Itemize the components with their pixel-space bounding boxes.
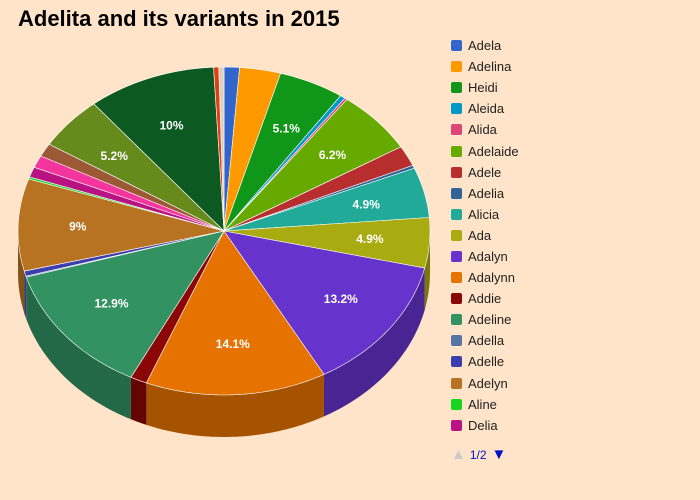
legend-swatch bbox=[451, 250, 462, 262]
pie-slice-adalynn[interactable] bbox=[145, 230, 325, 396]
legend-swatch bbox=[451, 166, 462, 178]
legend-item-adalyn[interactable]: Adalyn bbox=[451, 246, 691, 267]
legend-label: Adele bbox=[468, 164, 502, 180]
legend-item-alida[interactable]: Alida bbox=[451, 119, 691, 140]
legend-swatch bbox=[451, 398, 462, 410]
legend-item-adeline[interactable]: Adeline bbox=[451, 309, 691, 330]
down-triangle-icon[interactable]: ▼ bbox=[491, 446, 507, 463]
up-triangle-icon[interactable]: ▲ bbox=[451, 446, 466, 463]
pie-slice-heidi[interactable] bbox=[223, 72, 342, 232]
pie-slice-adelaide[interactable] bbox=[223, 99, 402, 232]
pie-side-adelle bbox=[24, 271, 26, 319]
legend-label: Alida bbox=[468, 122, 497, 138]
pie-slice-adele[interactable] bbox=[223, 146, 414, 232]
legend-item-adelyn[interactable]: Adelyn bbox=[451, 373, 691, 394]
legend-label: Adelle bbox=[468, 354, 505, 370]
slice-label-adalyn: 13.2% bbox=[324, 292, 358, 306]
legend-swatch bbox=[451, 229, 462, 241]
pie-side-adalynn bbox=[146, 374, 324, 437]
legend-item-ada[interactable]: Ada bbox=[451, 225, 691, 246]
slice-label-adeline: 12.9% bbox=[94, 296, 128, 310]
pie-slice-adelyn[interactable] bbox=[17, 178, 225, 272]
legend-label: Adeline bbox=[468, 312, 512, 328]
legend-swatch bbox=[451, 82, 462, 94]
legend-label: Adelyn bbox=[468, 375, 508, 391]
slice-label-heidi: 5.1% bbox=[273, 122, 301, 136]
slice-label-adalynn: 14.1% bbox=[216, 337, 250, 351]
legend-item-adelia[interactable]: Adelia bbox=[451, 183, 691, 204]
legend-label: Adelaide bbox=[468, 143, 519, 159]
legend-label: Aleida bbox=[468, 101, 505, 117]
slice-label-other-4: 10% bbox=[159, 118, 183, 132]
legend-item-adelaide[interactable]: Adelaide bbox=[451, 140, 691, 161]
legend-label: Adelia bbox=[468, 185, 505, 201]
legend-label: Adelina bbox=[468, 59, 512, 75]
pie-slice-adeline[interactable] bbox=[25, 230, 225, 378]
slice-label-ada: 4.9% bbox=[356, 232, 384, 246]
legend-swatch bbox=[451, 335, 462, 347]
legend-swatch bbox=[451, 124, 462, 136]
legend-item-adella[interactable]: Adella bbox=[451, 330, 691, 351]
slice-label-adelaide: 6.2% bbox=[319, 148, 347, 162]
chart-title: Adelita and its variants in 2015 bbox=[18, 6, 340, 31]
legend-label: Adella bbox=[468, 333, 505, 349]
slice-label-other-3: 5.2% bbox=[101, 149, 129, 163]
pie-side-walls bbox=[18, 231, 430, 437]
legend-item-addie[interactable]: Addie bbox=[451, 288, 691, 309]
legend-item-alicia[interactable]: Alicia bbox=[451, 204, 691, 225]
legend-swatch bbox=[451, 187, 462, 199]
pie-side-adalyn bbox=[323, 268, 425, 417]
legend-label: Delia bbox=[468, 417, 498, 433]
legend-item-adele[interactable]: Adele bbox=[451, 162, 691, 183]
legend-item-adela[interactable]: Adela bbox=[451, 35, 691, 56]
legend-swatch bbox=[451, 103, 462, 115]
legend-label: Ada bbox=[468, 227, 492, 243]
pie-slice-other-6[interactable] bbox=[218, 66, 225, 232]
legend-swatch bbox=[451, 293, 462, 305]
legend-swatch bbox=[451, 419, 462, 431]
legend-swatch bbox=[451, 40, 462, 52]
pie-side-adeline bbox=[26, 277, 131, 420]
legend-item-adelle[interactable]: Adelle bbox=[451, 351, 691, 372]
legend-item-aline[interactable]: Aline bbox=[451, 394, 691, 415]
legend-item-delia[interactable]: Delia bbox=[451, 415, 691, 436]
legend-label: Addie bbox=[468, 291, 502, 307]
pie-slice-alicia[interactable] bbox=[223, 167, 430, 232]
legend-swatch bbox=[451, 145, 462, 157]
legend: Adela Adelina Heidi Aleida Alida Adelaide Adel… bbox=[451, 35, 691, 436]
legend-label: Adalynn bbox=[468, 270, 515, 286]
pie-slice-adelina[interactable] bbox=[223, 67, 282, 232]
slice-label-adelyn: 9% bbox=[69, 220, 87, 234]
pie-side-addie bbox=[130, 377, 147, 425]
legend-swatch bbox=[451, 272, 462, 284]
legend-pager: ▲ 1/2 ▼ bbox=[451, 447, 506, 462]
pie-slice-other-4[interactable] bbox=[93, 66, 225, 232]
legend-item-adelina[interactable]: Adelina bbox=[451, 56, 691, 77]
legend-swatch bbox=[451, 208, 462, 220]
pie-slices bbox=[17, 66, 431, 396]
legend-item-aleida[interactable]: Aleida bbox=[451, 98, 691, 119]
slice-label-alicia: 4.9% bbox=[353, 197, 381, 211]
legend-item-adalynn[interactable]: Adalynn bbox=[451, 267, 691, 288]
legend-swatch bbox=[451, 61, 462, 73]
legend-label: Alicia bbox=[468, 206, 500, 222]
legend-item-heidi[interactable]: Heidi bbox=[451, 77, 691, 98]
legend-label: Aline bbox=[468, 396, 497, 412]
pie-slice-other-3[interactable] bbox=[48, 103, 225, 232]
pie-slice-adalyn[interactable] bbox=[223, 230, 426, 375]
pie-slice-ada[interactable] bbox=[223, 217, 431, 269]
legend-label: Adalyn bbox=[468, 248, 508, 264]
legend-swatch bbox=[451, 377, 462, 389]
legend-page-indicator: 1/2 bbox=[469, 447, 487, 462]
legend-swatch bbox=[451, 314, 462, 326]
legend-label: Adela bbox=[468, 38, 502, 54]
legend-label: Heidi bbox=[468, 80, 498, 96]
legend-swatch bbox=[451, 356, 462, 368]
